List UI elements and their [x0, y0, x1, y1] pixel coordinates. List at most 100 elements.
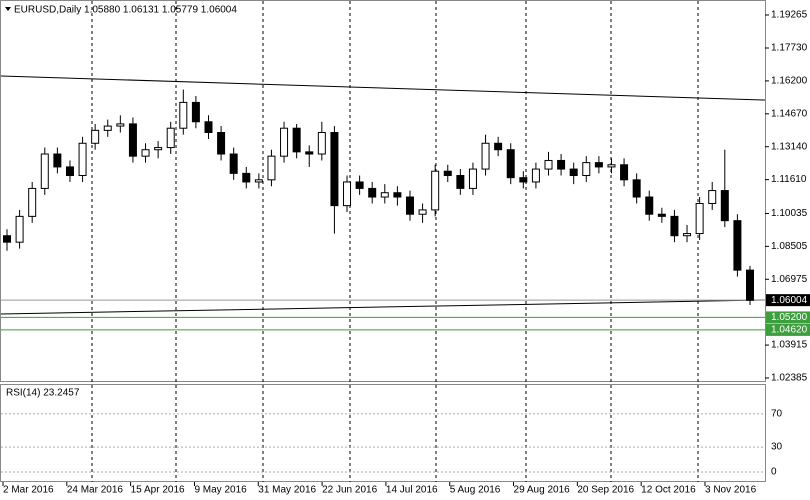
x-tick-label: 29 Aug 2016 [514, 485, 571, 496]
x-tick-label: 31 May 2016 [258, 485, 316, 496]
level-label: 1.05200 [771, 312, 808, 323]
candle-body [418, 209, 427, 215]
candle-body [620, 164, 629, 181]
candle-body [405, 196, 414, 215]
level-label-bg [766, 311, 810, 324]
x-tick-label: 22 Jun 2016 [322, 485, 377, 496]
candle-body [229, 153, 238, 174]
candle-body [128, 123, 137, 157]
x-tick-label: 5 Aug 2016 [450, 485, 501, 496]
candle-body [695, 202, 704, 235]
candle-body [506, 149, 515, 179]
candle-body [368, 187, 377, 198]
x-tick-label: 14 Jul 2016 [386, 485, 438, 496]
candle-body [670, 215, 679, 237]
candle-body [91, 129, 100, 144]
y-tick-label: 1.11610 [771, 174, 807, 185]
rsi-tick-label: 70 [771, 409, 783, 420]
level-label: 1.04620 [771, 325, 808, 336]
candle-body [330, 132, 339, 207]
y-tick-label: 1.02385 [771, 373, 808, 384]
candle-body [683, 233, 692, 237]
candle-body [141, 149, 150, 157]
candle-body [179, 101, 188, 129]
candle-body [40, 153, 49, 189]
candle-body [317, 132, 326, 155]
candle-body [632, 179, 641, 198]
candle-body [657, 213, 666, 217]
candle-body [343, 181, 352, 207]
candle-body [191, 101, 200, 123]
candle-body [355, 181, 364, 189]
candle-body [65, 166, 74, 177]
y-tick-label: 1.13140 [771, 141, 808, 152]
candle-body [28, 187, 37, 217]
candle-body [380, 192, 389, 198]
level-label-bg [766, 323, 810, 336]
y-tick-label: 1.10035 [771, 208, 808, 219]
candle-body [53, 153, 62, 168]
y-tick-label: 1.19265 [771, 10, 808, 21]
y-tick-label: 1.16200 [771, 76, 808, 87]
candle-body [607, 164, 616, 168]
candle-body [431, 170, 440, 211]
candle-body [494, 142, 503, 151]
x-tick-label: 2 Mar 2016 [3, 485, 54, 496]
candle-body [645, 196, 654, 215]
candle-body [443, 170, 452, 177]
x-tick-label: 12 Oct 2016 [641, 485, 696, 496]
y-tick-label: 1.03915 [771, 340, 808, 351]
x-tick-label: 3 Nov 2016 [705, 485, 757, 496]
candle-body [733, 220, 742, 271]
candle-body [468, 168, 477, 189]
candle-body [594, 162, 603, 168]
candle-body [456, 175, 465, 189]
level-label-bg [766, 294, 810, 307]
candle-body [519, 177, 528, 183]
candle-body [267, 155, 276, 181]
candle-body [720, 190, 729, 222]
x-tick-label: 9 May 2016 [194, 485, 247, 496]
y-tick-label: 1.14670 [771, 108, 808, 119]
x-tick-label: 15 Apr 2016 [131, 485, 185, 496]
rsi-tick-label: 0 [771, 467, 777, 478]
candle-body [103, 125, 112, 131]
y-tick-label: 1.17730 [771, 43, 808, 54]
candle-body [557, 159, 566, 170]
candle-body [305, 151, 314, 155]
candle-body [242, 172, 251, 183]
x-tick-label: 24 Mar 2016 [67, 485, 124, 496]
candle-body [708, 190, 717, 204]
level-label: 1.06004 [771, 295, 808, 306]
chart-header: EURUSD,Daily 1.05880 1.06131 1.05779 1.0… [14, 5, 237, 16]
candle-body [166, 127, 175, 149]
candle-body [280, 127, 289, 157]
y-tick-label: 1.08505 [771, 241, 808, 252]
rsi-panel [0, 384, 766, 482]
candle-body [582, 162, 591, 177]
candle-body [3, 235, 11, 243]
candle-body [254, 179, 263, 183]
y-tick-label: 1.06975 [771, 274, 808, 285]
candle-body [217, 132, 226, 155]
candle-body [393, 192, 402, 198]
candle-body [154, 147, 163, 151]
candle-body [116, 123, 125, 127]
trendline [0, 75, 766, 101]
candle-body [292, 127, 301, 153]
candle-body [78, 142, 87, 177]
candle-body [15, 215, 24, 243]
header-icon [5, 7, 11, 11]
candle-body [746, 269, 754, 301]
rsi-tick-label: 30 [771, 442, 783, 453]
x-tick-label: 20 Sep 2016 [577, 485, 634, 496]
candle-body [544, 159, 553, 170]
price-panel [0, 0, 766, 382]
trendline [0, 299, 766, 315]
candle-body [481, 142, 490, 170]
candle-body [531, 168, 540, 183]
rsi-title: RSI(14) 23.2457 [6, 388, 80, 399]
candle-body [569, 168, 578, 177]
candle-body [204, 121, 213, 134]
